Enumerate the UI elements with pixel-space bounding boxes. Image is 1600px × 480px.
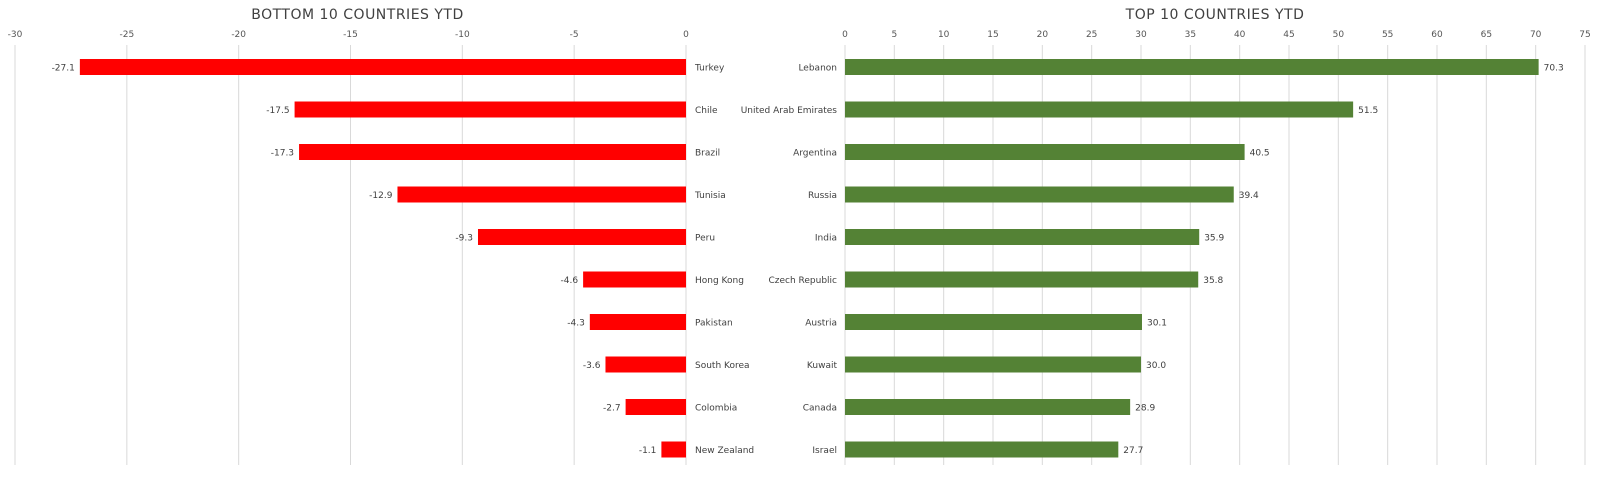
bottom-category-label: Hong Kong bbox=[695, 276, 744, 286]
bottom-tick-label: -10 bbox=[455, 30, 470, 40]
top-data-label: 30.0 bbox=[1146, 361, 1166, 371]
bottom-category-label: Peru bbox=[695, 234, 715, 244]
top-data-label: 35.8 bbox=[1203, 276, 1223, 286]
top-category-label: Israel bbox=[812, 446, 837, 456]
top-tick-label: 45 bbox=[1283, 30, 1294, 40]
top-tick-label: 10 bbox=[938, 30, 950, 40]
top-tick-label: 50 bbox=[1333, 30, 1345, 40]
bottom-bar bbox=[294, 101, 686, 118]
top-category-label: Argentina bbox=[793, 149, 837, 159]
top-category-label: Russia bbox=[808, 191, 837, 201]
top-category-label: United Arab Emirates bbox=[741, 106, 838, 116]
bottom-tick-label: -20 bbox=[231, 30, 246, 40]
bottom-data-label: -17.3 bbox=[271, 149, 294, 159]
bottom-bar bbox=[583, 271, 686, 288]
top-bar bbox=[845, 144, 1245, 160]
bottom-data-label: -9.3 bbox=[455, 234, 473, 244]
top-data-label: 27.7 bbox=[1123, 446, 1143, 456]
bottom-category-label: Colombia bbox=[695, 404, 737, 414]
top-tick-label: 75 bbox=[1579, 30, 1590, 40]
top-data-label: 51.5 bbox=[1358, 106, 1378, 116]
bottom-bar bbox=[299, 144, 686, 160]
top-data-label: 30.1 bbox=[1147, 319, 1167, 329]
top-bar bbox=[845, 356, 1141, 373]
top-countries-chart: 0 5 10 15 20 25 30 35 40 45 50 55 60 65 70 75 Lebanon 70.… bbox=[741, 30, 1591, 465]
top-category-label: Czech Republic bbox=[768, 276, 837, 286]
bottom-category-label: Chile bbox=[695, 106, 718, 116]
bottom-data-label: -17.5 bbox=[266, 106, 289, 116]
top-category-label: Austria bbox=[805, 319, 837, 329]
top-data-label: 39.4 bbox=[1239, 191, 1259, 201]
bottom-tick-label: -30 bbox=[8, 30, 23, 40]
bottom-data-label: -4.3 bbox=[567, 319, 585, 329]
top-category-label: India bbox=[815, 234, 837, 244]
bottom-category-label: Pakistan bbox=[695, 319, 733, 329]
top-tick-label: 40 bbox=[1234, 30, 1246, 40]
top-tick-label: 55 bbox=[1382, 30, 1393, 40]
top-tick-label: 15 bbox=[987, 30, 998, 40]
bottom-bar bbox=[625, 399, 686, 415]
top-bar bbox=[845, 186, 1234, 203]
top-bar bbox=[845, 399, 1131, 415]
bottom-category-label: South Korea bbox=[695, 361, 750, 371]
top-tick-label: 70 bbox=[1530, 30, 1542, 40]
bottom-data-label: -3.6 bbox=[583, 361, 601, 371]
bottom-category-label: Brazil bbox=[695, 149, 720, 159]
top-bar bbox=[845, 441, 1119, 458]
bottom-bar bbox=[397, 186, 686, 203]
top-tick-label: 0 bbox=[842, 30, 848, 40]
top-category-label: Kuwait bbox=[807, 361, 838, 371]
top-data-label: 40.5 bbox=[1250, 149, 1270, 159]
bottom-data-label: -1.1 bbox=[639, 446, 657, 456]
bottom-tick-label: -15 bbox=[343, 30, 358, 40]
top-bar bbox=[845, 314, 1142, 330]
bottom-bar bbox=[477, 229, 686, 245]
bottom-bar bbox=[79, 59, 686, 75]
bottom-bar bbox=[605, 356, 686, 373]
top-bar bbox=[845, 271, 1199, 288]
bottom-data-label: -4.6 bbox=[561, 276, 579, 286]
top-tick-label: 65 bbox=[1481, 30, 1492, 40]
top-bar bbox=[845, 229, 1200, 245]
top-data-label: 35.9 bbox=[1204, 234, 1224, 244]
bottom-category-label: New Zealand bbox=[695, 446, 754, 456]
top-tick-label: 25 bbox=[1086, 30, 1097, 40]
top-category-label: Canada bbox=[803, 404, 837, 414]
top-bar bbox=[845, 101, 1354, 118]
right-chart-title: TOP 10 COUNTRIES YTD bbox=[1125, 7, 1305, 23]
top-tick-label: 5 bbox=[891, 30, 897, 40]
top-data-label: 28.9 bbox=[1135, 404, 1155, 414]
left-chart-title: BOTTOM 10 COUNTRIES YTD bbox=[251, 7, 464, 23]
top-tick-label: 35 bbox=[1185, 30, 1196, 40]
top-data-label: 70.3 bbox=[1544, 64, 1564, 74]
bottom-countries-chart: -30 -25 -20 -15 -10 -5 0 Turkey -27.1 Chile -17.5 B… bbox=[8, 30, 754, 465]
bottom-category-label: Tunisia bbox=[694, 191, 726, 201]
bottom-category-label: Turkey bbox=[694, 64, 725, 74]
bottom-bar bbox=[589, 314, 686, 330]
top-category-label: Lebanon bbox=[798, 64, 837, 74]
top-tick-label: 30 bbox=[1135, 30, 1147, 40]
bottom-tick-label: 0 bbox=[683, 30, 689, 40]
top-tick-label: 20 bbox=[1037, 30, 1049, 40]
top-tick-label: 60 bbox=[1431, 30, 1443, 40]
top-bar bbox=[845, 59, 1539, 75]
bottom-data-label: -27.1 bbox=[52, 64, 75, 74]
bottom-data-label: -2.7 bbox=[603, 404, 621, 414]
bottom-tick-label: -25 bbox=[119, 30, 134, 40]
bottom-data-label: -12.9 bbox=[369, 191, 393, 201]
bottom-bar bbox=[661, 441, 686, 458]
bottom-tick-label: -5 bbox=[570, 30, 579, 40]
